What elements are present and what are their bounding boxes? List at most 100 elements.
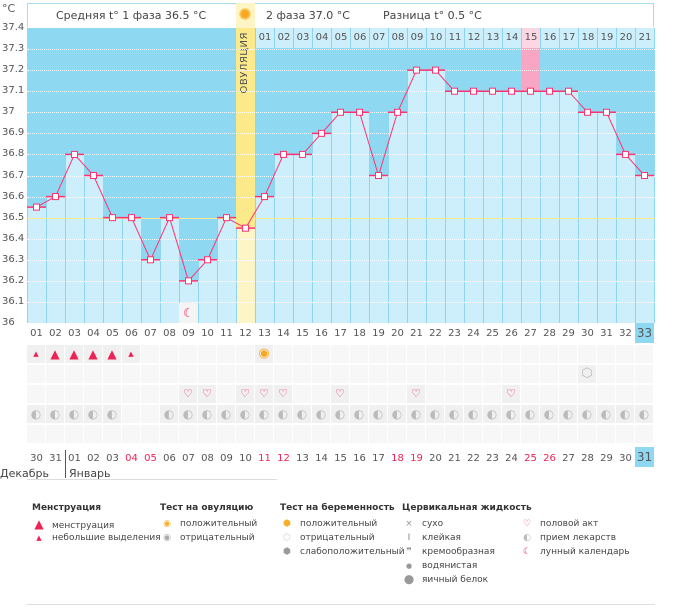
pill-icon[interactable]: ◐ [388,405,406,423]
data-point[interactable] [641,172,648,179]
pill-icon[interactable]: ◐ [236,405,254,423]
empty-cell[interactable] [483,425,501,443]
empty-cell[interactable] [236,345,254,363]
data-point[interactable] [432,66,439,74]
empty-cell[interactable] [464,385,482,403]
empty-cell[interactable] [160,365,178,383]
empty-cell[interactable] [445,385,463,403]
empty-cell[interactable] [502,365,520,383]
menstruation-icon[interactable]: ▲ [122,345,140,363]
data-point[interactable] [33,203,40,211]
pill-icon[interactable]: ◐ [616,405,634,423]
data-point[interactable] [90,172,97,179]
data-point[interactable] [299,150,306,158]
empty-cell[interactable] [84,365,102,383]
empty-cell[interactable] [65,385,83,403]
data-point[interactable] [147,256,154,264]
data-point[interactable] [565,87,572,95]
data-point[interactable] [470,87,477,95]
empty-cell[interactable] [217,385,235,403]
heart-icon[interactable]: ♡ [236,385,254,403]
pill-icon[interactable]: ◐ [84,405,102,423]
empty-cell[interactable] [84,425,102,443]
empty-cell[interactable] [65,365,83,383]
data-point[interactable] [166,214,173,222]
empty-cell[interactable] [274,365,292,383]
empty-cell[interactable] [217,425,235,443]
empty-cell[interactable] [597,345,615,363]
empty-cell[interactable] [198,425,216,443]
empty-cell[interactable] [141,405,159,423]
empty-cell[interactable] [616,365,634,383]
data-point[interactable] [489,87,496,95]
data-point[interactable] [527,87,534,95]
empty-cell[interactable] [46,385,64,403]
pill-icon[interactable]: ◐ [578,405,596,423]
data-point[interactable] [603,108,610,116]
empty-cell[interactable] [597,385,615,403]
data-point[interactable] [223,214,230,222]
empty-cell[interactable] [445,425,463,443]
empty-cell[interactable] [312,425,330,443]
menstruation-icon[interactable]: ▲ [27,345,45,363]
empty-cell[interactable] [236,365,254,383]
empty-cell[interactable] [407,425,425,443]
empty-cell[interactable] [559,385,577,403]
empty-cell[interactable] [141,365,159,383]
empty-cell[interactable] [426,345,444,363]
empty-cell[interactable] [635,365,653,383]
menstruation-icon[interactable]: ▲ [84,345,102,363]
data-point[interactable] [261,193,268,201]
empty-cell[interactable] [65,425,83,443]
empty-cell[interactable] [388,425,406,443]
empty-cell[interactable] [274,345,292,363]
empty-cell[interactable] [122,365,140,383]
data-point[interactable] [318,129,325,137]
heart-icon[interactable]: ♡ [179,385,197,403]
heart-icon[interactable]: ♡ [198,385,216,403]
pill-icon[interactable]: ◐ [445,405,463,423]
empty-cell[interactable] [27,365,45,383]
empty-cell[interactable] [331,425,349,443]
pill-icon[interactable]: ◐ [46,405,64,423]
pill-icon[interactable]: ◐ [350,405,368,423]
empty-cell[interactable] [293,425,311,443]
data-point[interactable] [584,108,591,116]
empty-cell[interactable] [369,345,387,363]
data-point[interactable] [204,256,211,264]
empty-cell[interactable] [540,425,558,443]
empty-cell[interactable] [502,425,520,443]
empty-cell[interactable] [407,345,425,363]
empty-cell[interactable] [635,425,653,443]
data-point[interactable] [508,87,515,95]
empty-cell[interactable] [540,385,558,403]
pill-icon[interactable]: ◐ [217,405,235,423]
data-point[interactable] [337,108,344,116]
empty-cell[interactable] [198,345,216,363]
menstruation-icon[interactable]: ▲ [65,345,83,363]
empty-cell[interactable] [84,385,102,403]
empty-cell[interactable] [160,345,178,363]
empty-cell[interactable] [350,385,368,403]
empty-cell[interactable] [160,425,178,443]
data-point[interactable] [185,277,192,285]
heart-icon[interactable]: ♡ [331,385,349,403]
empty-cell[interactable] [426,425,444,443]
empty-cell[interactable] [521,425,539,443]
pill-icon[interactable]: ◐ [521,405,539,423]
data-point[interactable] [622,150,629,158]
empty-cell[interactable] [274,425,292,443]
pill-icon[interactable]: ◐ [312,405,330,423]
empty-cell[interactable] [407,365,425,383]
heart-icon[interactable]: ♡ [255,385,273,403]
empty-cell[interactable] [350,365,368,383]
empty-cell[interactable] [464,425,482,443]
empty-cell[interactable] [426,365,444,383]
empty-cell[interactable] [122,405,140,423]
pill-icon[interactable]: ◐ [597,405,615,423]
empty-cell[interactable] [483,345,501,363]
empty-cell[interactable] [141,345,159,363]
empty-cell[interactable] [445,365,463,383]
empty-cell[interactable] [483,385,501,403]
pill-icon[interactable]: ◐ [179,405,197,423]
